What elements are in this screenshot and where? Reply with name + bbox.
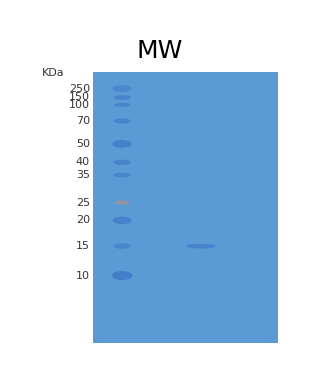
Text: KDa: KDa — [41, 68, 64, 78]
Text: 40: 40 — [76, 157, 90, 167]
Text: 10: 10 — [76, 271, 90, 280]
Text: 35: 35 — [76, 170, 90, 180]
Bar — [93, 72, 278, 342]
Ellipse shape — [186, 244, 216, 248]
Text: 70: 70 — [76, 116, 90, 126]
Text: MW: MW — [137, 39, 183, 63]
Text: 100: 100 — [69, 100, 90, 110]
Text: 250: 250 — [69, 83, 90, 94]
Ellipse shape — [112, 140, 132, 148]
Text: 15: 15 — [76, 241, 90, 251]
Text: 25: 25 — [76, 198, 90, 207]
Text: 150: 150 — [69, 92, 90, 103]
Ellipse shape — [115, 200, 129, 205]
Ellipse shape — [113, 95, 131, 100]
Ellipse shape — [112, 271, 132, 280]
Ellipse shape — [114, 243, 131, 249]
Text: 50: 50 — [76, 139, 90, 149]
Ellipse shape — [112, 85, 132, 92]
Ellipse shape — [114, 103, 130, 107]
Text: 20: 20 — [76, 215, 90, 225]
Ellipse shape — [113, 160, 131, 165]
Ellipse shape — [112, 217, 132, 224]
Ellipse shape — [114, 118, 131, 124]
Ellipse shape — [113, 173, 131, 177]
